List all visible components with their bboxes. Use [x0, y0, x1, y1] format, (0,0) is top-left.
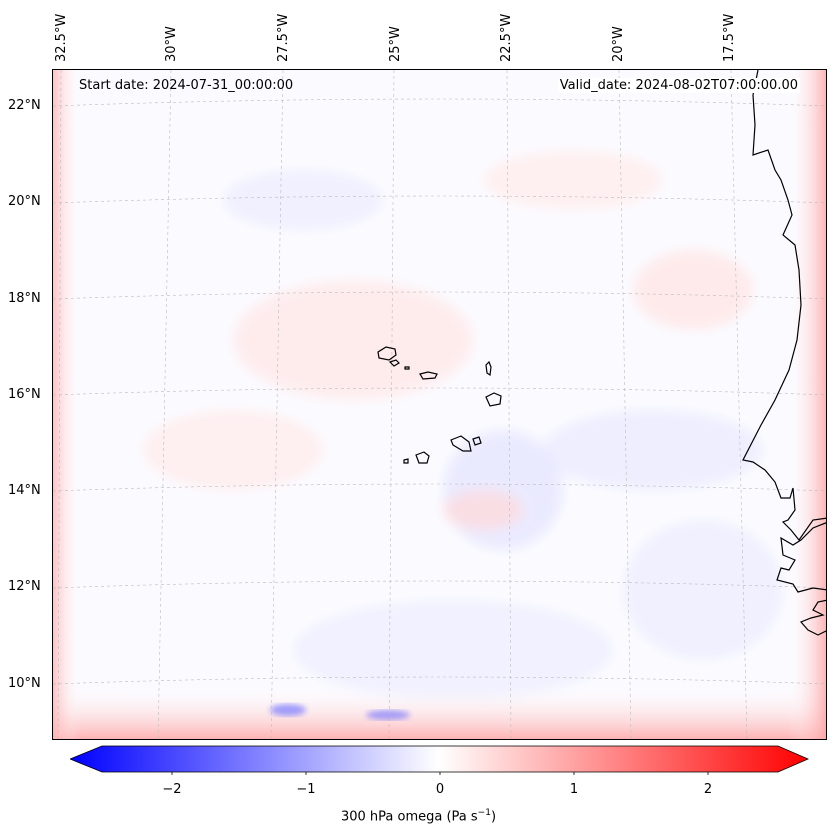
lon-label-25w: 25°W	[388, 26, 403, 62]
colorbar-tick-neg1: −1	[296, 782, 316, 797]
graticule	[53, 70, 826, 739]
colorbar-tick-0: 0	[435, 782, 445, 797]
start-date-text: Start date: 2024-07-31_00:00:00	[79, 78, 294, 93]
lat-label-20n: 20°N	[8, 194, 41, 209]
colorbar	[70, 745, 810, 775]
lat-label-14n: 14°N	[8, 483, 41, 498]
colorbar-label: 300 hPa omega (Pa s−1)	[0, 808, 837, 824]
left-edge-band	[53, 70, 81, 739]
colorbar-label-prefix: 300 hPa omega (Pa s	[340, 809, 478, 825]
colorbar-tick-1: 1	[569, 782, 579, 797]
lon-label-32-5w: 32.5°W	[54, 13, 69, 62]
africa-coastline	[742, 70, 826, 636]
lat-label-16n: 16°N	[8, 387, 41, 402]
lat-label-22n: 22°N	[8, 98, 41, 113]
omega-shading	[53, 70, 826, 739]
cape-verde-islands	[377, 346, 502, 464]
colorbar-tick-2: 2	[703, 782, 713, 797]
colorbar-tick-neg2: −2	[162, 782, 182, 797]
valid-date-text: Valid_date: 2024-08-02T07:00:00.00	[557, 78, 800, 93]
lon-label-22-5w: 22.5°W	[499, 13, 514, 62]
lon-label-30w: 30°W	[164, 26, 179, 62]
lon-label-20w: 20°W	[611, 26, 626, 62]
lon-label-27-5w: 27.5°W	[276, 13, 291, 62]
lat-label-10n: 10°N	[8, 676, 41, 691]
bottom-edge-band	[53, 685, 826, 739]
blue-spot	[366, 710, 410, 720]
colorbar-label-exponent: −1	[477, 808, 491, 818]
map-panel[interactable]	[52, 69, 827, 740]
blue-spot	[270, 704, 306, 716]
colorbar-ticks	[171, 772, 709, 775]
colorbar-bar	[70, 745, 810, 773]
right-edge-band	[788, 70, 826, 739]
omega-field-map	[53, 70, 826, 739]
lat-label-12n: 12°N	[8, 579, 41, 594]
colorbar-label-suffix: )	[490, 809, 497, 825]
lon-label-17-5w: 17.5°W	[722, 13, 737, 62]
lat-label-18n: 18°N	[8, 291, 41, 306]
